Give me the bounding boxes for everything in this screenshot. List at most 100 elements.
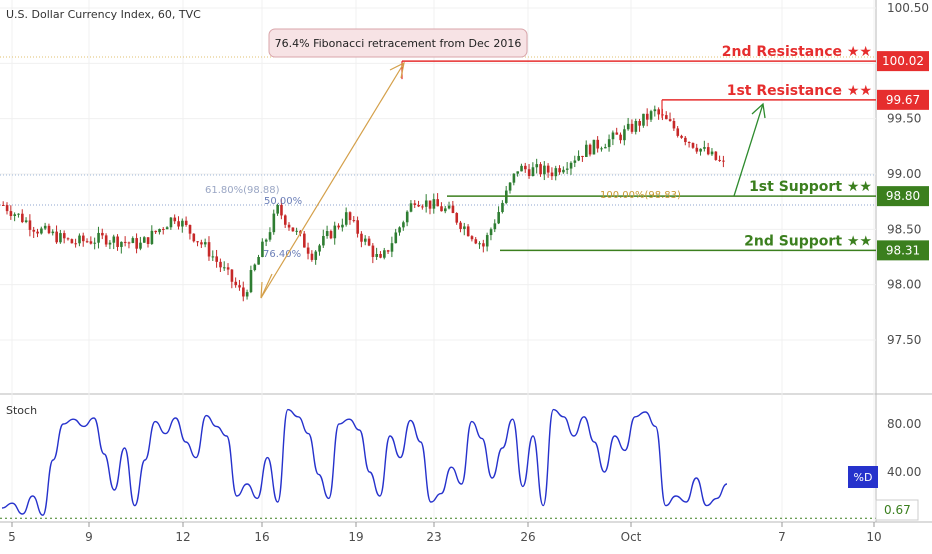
candle-body: [383, 250, 386, 258]
level-name-label: 1st Support ★★: [749, 179, 872, 195]
candle-body: [649, 111, 653, 120]
candle-body: [142, 237, 146, 243]
candle-body: [303, 233, 306, 248]
candle-body: [546, 165, 550, 173]
price-tick-labels: 100.50 99.50 99.00 98.50 98.00 97.50: [887, 1, 929, 347]
candle-body: [573, 160, 577, 163]
candle-body: [581, 155, 584, 157]
candle-body: [645, 113, 649, 120]
candle-body: [135, 238, 138, 249]
candle-body: [36, 231, 39, 234]
candle-body: [40, 228, 43, 234]
candle-body: [710, 151, 714, 155]
candle-body: [66, 238, 70, 240]
stoch-tick-label: 80.00: [887, 417, 921, 431]
candle-body: [17, 213, 20, 215]
candle-body: [508, 182, 512, 191]
candle-body: [120, 241, 123, 247]
candle-body: [165, 227, 169, 230]
candle-body: [200, 242, 203, 245]
candle-body: [405, 211, 409, 223]
candle-body: [432, 199, 436, 209]
candle-body: [417, 204, 420, 207]
candle-body: [348, 212, 352, 221]
candle-body: [615, 132, 619, 135]
candle-body: [104, 235, 108, 245]
fib-label-764: 76.40%: [263, 249, 301, 260]
stoch-d-badge-label: %D: [854, 471, 873, 484]
price-tick-label: 97.50: [887, 333, 921, 347]
candle-body: [444, 208, 447, 212]
candle-body: [268, 232, 272, 240]
candle-body: [607, 139, 611, 148]
time-tick-label: 7: [778, 530, 786, 544]
candle-body: [55, 231, 58, 243]
candle-body: [554, 168, 558, 177]
candle-body: [242, 287, 245, 297]
candle-body: [188, 224, 192, 234]
level-value-label: 100.02: [882, 54, 924, 68]
candle-body: [78, 235, 81, 244]
candle-body: [123, 241, 127, 243]
support-resistance-lines: [401, 60, 876, 252]
candle-body: [203, 242, 207, 245]
candle-body: [89, 241, 93, 244]
candle-body: [550, 172, 554, 177]
candle-body: [440, 206, 443, 212]
candle-body: [62, 233, 66, 239]
candle-body: [108, 242, 112, 245]
candle-body: [638, 120, 641, 126]
candle-body: [333, 225, 337, 239]
candle-body: [70, 239, 74, 244]
candle-body: [524, 165, 527, 170]
candle-body: [489, 229, 493, 236]
level-value-label: 98.80: [886, 189, 920, 203]
candle-body: [394, 232, 398, 244]
candle-body: [695, 147, 699, 152]
level-value-box: [877, 186, 929, 207]
level-value-label: 99.67: [886, 93, 920, 107]
candle-body: [245, 292, 249, 297]
candle-body: [459, 222, 462, 229]
candle-body: [253, 264, 257, 271]
candle-body: [207, 242, 211, 257]
symbol-title: U.S. Dollar Currency Index, 60, TVC: [6, 8, 201, 21]
time-tick-label: 23: [426, 530, 441, 544]
candle-body: [322, 236, 325, 246]
candle-body: [295, 230, 299, 232]
candle-body: [386, 250, 390, 252]
fib-annotation-callout: 76.4% Fibonacci retracement from Dec 201…: [268, 28, 528, 58]
candle-body: [569, 162, 573, 169]
stoch-d-badge: [848, 466, 878, 488]
candle-body: [623, 129, 626, 141]
time-tick-label: 9: [85, 530, 93, 544]
candle-body: [402, 222, 405, 228]
candle-body: [562, 169, 565, 173]
grid: [0, 0, 876, 522]
candle-body: [451, 205, 455, 214]
candle-body: [588, 144, 592, 155]
candle-body: [249, 270, 253, 293]
candle-body: [184, 220, 188, 225]
level-value-box: [877, 240, 929, 261]
candle-body: [665, 115, 668, 120]
stoch-panel-label: Stoch: [6, 404, 37, 417]
time-tick-label: Oct: [621, 530, 642, 544]
candle-body: [257, 257, 260, 265]
candle-body: [478, 243, 481, 245]
time-tick-label: 10: [866, 530, 881, 544]
candle-body: [154, 230, 158, 233]
candle-body: [684, 137, 687, 143]
candle-body: [485, 235, 489, 247]
price-tick-label: 100.50: [887, 1, 929, 15]
candle-body: [577, 155, 580, 161]
candle-body: [5, 205, 9, 212]
candle-body: [139, 242, 142, 249]
candle-body: [261, 241, 264, 258]
price-tick-label: 99.00: [887, 167, 921, 181]
candle-body: [28, 220, 32, 230]
candle-body: [24, 220, 28, 223]
candle-body: [230, 269, 234, 282]
time-tick-label: 26: [520, 530, 535, 544]
time-tick-label: 12: [175, 530, 190, 544]
